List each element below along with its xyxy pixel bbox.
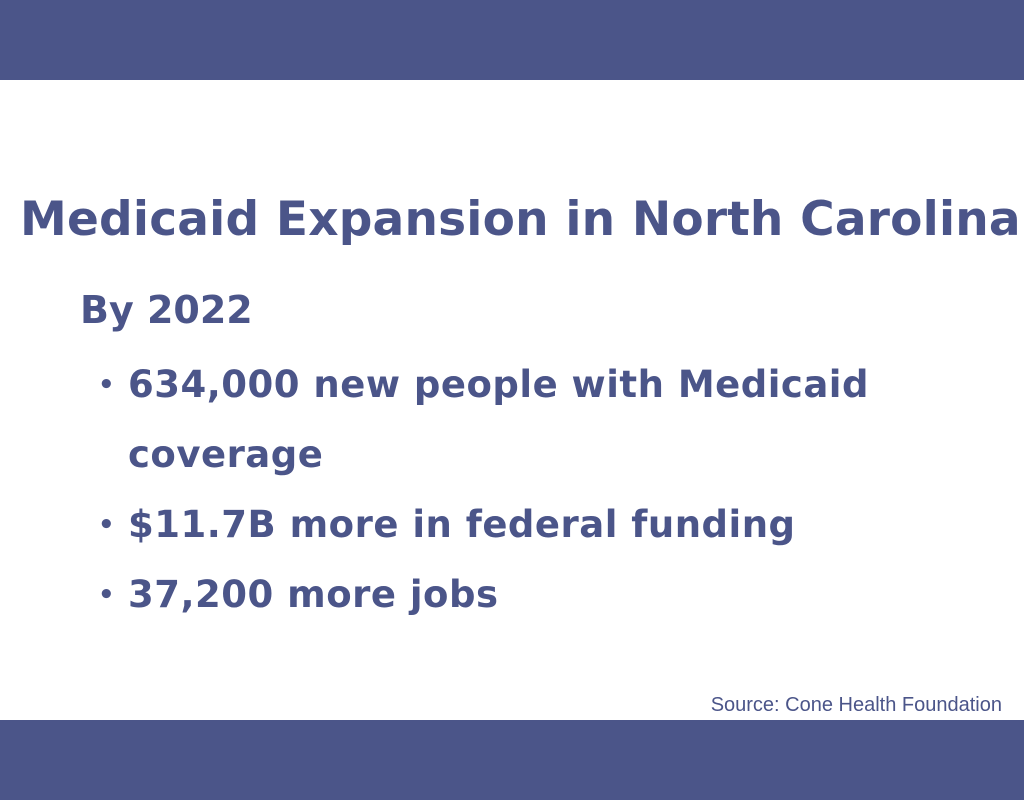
subtitle: By 2022: [80, 288, 253, 332]
title: Medicaid Expansion in North Carolina: [20, 192, 1021, 247]
source: Source: Cone Health Foundation: [710, 694, 1002, 716]
bullet: 634,000 new people with Medicaid coverag…: [98, 350, 908, 490]
bullet: 37,200 more jobs: [98, 560, 908, 630]
bullet: $11.7B more in federal funding: [98, 490, 908, 560]
bullet-list: 634,000 new people with Medicaid coverag…: [98, 350, 908, 630]
bottom-band: [0, 720, 1024, 800]
top-band: [0, 0, 1024, 80]
